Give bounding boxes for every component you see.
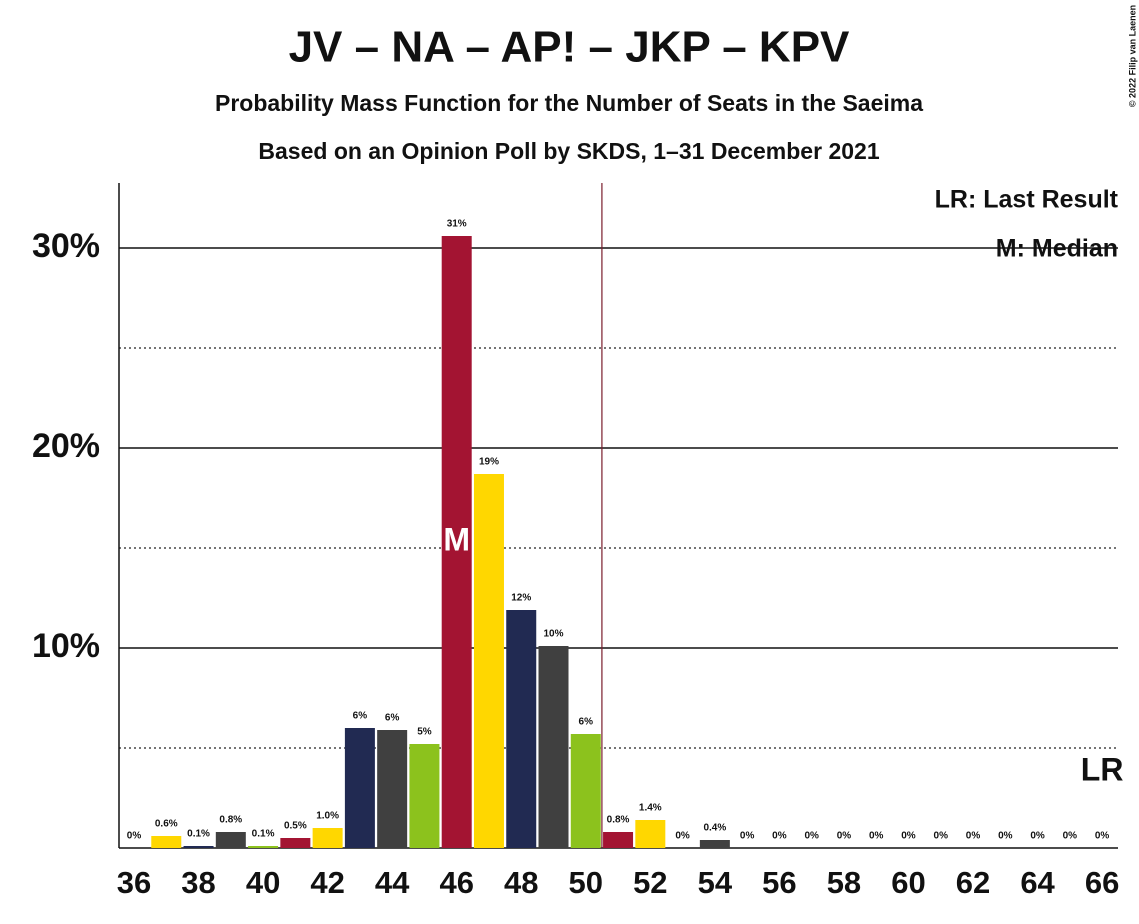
data-label: 1.4% [639,803,662,814]
bar [538,646,569,848]
data-label: 6% [579,717,594,728]
x-tick-label: 56 [762,865,796,900]
data-label: 6% [353,711,368,722]
data-label: 0.8% [607,815,630,826]
bar [183,846,214,848]
x-tick-label: 50 [569,865,603,900]
x-tick-label: 48 [504,865,538,900]
legend-entry: LR: Last Result [935,186,1119,214]
data-label: 0.8% [219,815,242,826]
last-result-marker: LR [1081,751,1124,787]
bar [635,820,666,848]
x-tick-label: 54 [698,865,733,900]
y-tick-label: 30% [32,227,100,265]
x-tick-label: 66 [1085,865,1119,900]
x-tick-label: 52 [633,865,667,900]
data-label: 0% [901,831,916,842]
x-tick-label: 38 [181,865,215,900]
data-label: 0% [1030,831,1045,842]
data-label: 0% [1063,831,1078,842]
bar [248,846,279,848]
data-label: 19% [479,457,499,468]
bar [506,610,537,848]
x-tick-label: 42 [310,865,344,900]
bar [377,730,408,848]
data-label: 0% [869,831,884,842]
x-tick-label: 36 [117,865,151,900]
x-tick-label: 44 [375,865,410,900]
y-tick-label: 20% [32,427,100,465]
data-label: 31% [447,219,467,230]
data-label: 0% [998,831,1013,842]
data-label: 0.1% [187,829,210,840]
data-label: 0% [675,831,690,842]
data-label: 12% [511,593,531,604]
data-label: 0.4% [703,823,726,834]
bar [151,836,182,848]
data-label: 0% [837,831,852,842]
data-label: 0.6% [155,819,178,830]
x-tick-label: 40 [246,865,280,900]
data-label: 0% [1095,831,1110,842]
bar [312,828,343,848]
data-label: 0% [772,831,787,842]
x-tick-label: 64 [1020,865,1055,900]
chart-subtitle: Based on an Opinion Poll by SKDS, 1–31 D… [258,138,879,164]
x-tick-label: 62 [956,865,990,900]
y-tick-label: 10% [32,627,100,665]
bar [570,734,601,848]
x-tick-label: 46 [439,865,473,900]
data-label: 6% [385,713,400,724]
bar [215,832,246,848]
bar [441,236,472,848]
x-tick-label: 58 [827,865,861,900]
x-tick-label: 60 [891,865,925,900]
copyright: © 2022 Filip van Laenen [1127,5,1137,107]
data-label: 0.1% [252,829,275,840]
data-label: 0% [804,831,819,842]
data-label: 10% [544,629,564,640]
bar [280,838,311,848]
median-marker: M [443,521,470,557]
bar [699,840,730,848]
bar [603,832,634,848]
data-label: 0% [740,831,755,842]
data-label: 0% [934,831,949,842]
bar [344,728,375,848]
chart-title: JV – NA – AP! – JKP – KPV [289,23,850,72]
data-label: 1.0% [316,811,339,822]
data-label: 0% [966,831,981,842]
bar [473,474,504,848]
chart-subtitle: Probability Mass Function for the Number… [215,90,923,116]
data-label: 0.5% [284,821,307,832]
data-label: 0% [127,831,142,842]
data-label: 5% [417,727,432,738]
bar [409,744,440,848]
